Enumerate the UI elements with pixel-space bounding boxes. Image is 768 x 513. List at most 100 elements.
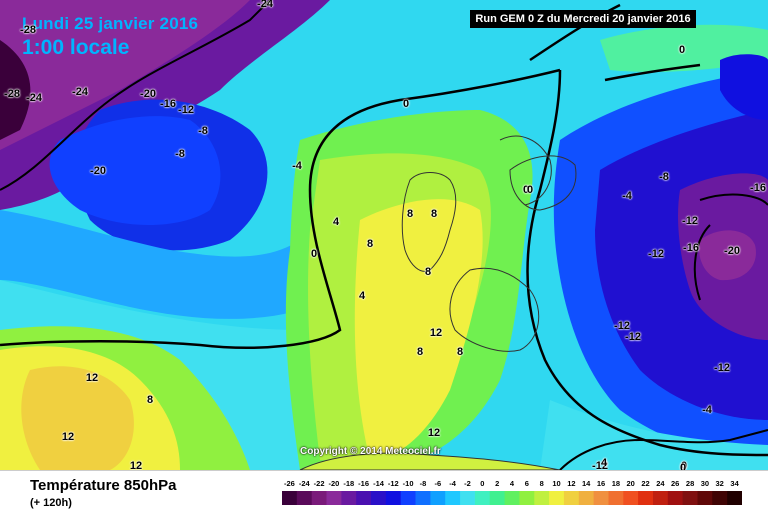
contour-label: 8 <box>147 394 153 406</box>
contour-label: 12 <box>428 427 440 439</box>
legend-color-swatch <box>549 491 564 505</box>
legend-tick-label: 34 <box>730 479 739 488</box>
contour-label: -28 <box>4 88 20 100</box>
legend-color-swatch <box>312 491 327 505</box>
contour-label: -16 <box>750 182 766 194</box>
legend-color-swatch <box>638 491 653 505</box>
legend-tick-label: 0 <box>480 479 484 488</box>
legend-color-swatch <box>594 491 609 505</box>
legend-tick-label: 18 <box>612 479 620 488</box>
footer-panel: Température 850hPa (+ 120h) -26-24-22-20… <box>0 470 768 513</box>
contour-label: -12 <box>178 104 194 116</box>
forecast-date: Lundi 25 janvier 2016 <box>22 14 198 34</box>
run-info-banner: Run GEM 0 Z du Mercredi 20 janvier 2016 <box>470 10 696 28</box>
legend-tick-label: 4 <box>510 479 515 488</box>
contour-label: -20 <box>90 165 106 177</box>
legend-tick-label: -20 <box>328 479 339 488</box>
legend-color-swatch <box>327 491 342 505</box>
contour-label: 8 <box>417 346 423 358</box>
contour-label: 4 <box>601 457 607 469</box>
contour-label: 8 <box>425 266 431 278</box>
legend-color-swatch <box>416 491 431 505</box>
legend-tick-label: -24 <box>299 479 311 488</box>
legend-tick-label: -14 <box>373 479 385 488</box>
legend-color-swatch <box>386 491 401 505</box>
legend-tick-label: -8 <box>420 479 427 488</box>
legend-color-swatch <box>623 491 638 505</box>
contour-label: 8 <box>457 346 463 358</box>
legend-tick-label: 30 <box>701 479 709 488</box>
legend-color-swatch <box>564 491 579 505</box>
legend-tick-label: -2 <box>464 479 471 488</box>
contour-label: -12 <box>714 362 730 374</box>
legend-color-swatch <box>297 491 312 505</box>
contour-label: 0 <box>403 98 409 110</box>
legend-color-swatch <box>371 491 386 505</box>
legend-tick-label: 26 <box>671 479 679 488</box>
contour-label: 8 <box>431 208 437 220</box>
contour-label: -12 <box>648 248 664 260</box>
legend-tick-label: -4 <box>449 479 456 488</box>
legend-color-swatch <box>356 491 371 505</box>
legend-color-swatch <box>712 491 727 505</box>
legend-tick-label: 14 <box>582 479 591 488</box>
legend-color-swatch <box>430 491 445 505</box>
contour-label: -24 <box>26 92 42 104</box>
legend-tick-label: 28 <box>686 479 694 488</box>
legend-color-swatch <box>505 491 520 505</box>
contour-label: 4 <box>359 290 365 302</box>
legend-color-swatch <box>579 491 594 505</box>
legend-tick-label: 22 <box>641 479 649 488</box>
legend-color-swatch <box>490 491 505 505</box>
contour-label: 12 <box>430 327 442 339</box>
contour-label: -8 <box>198 125 208 137</box>
contour-label: -12 <box>682 215 698 227</box>
contour-label: -24 <box>72 86 88 98</box>
contour-label: -16 <box>160 98 176 110</box>
legend-color-swatch <box>683 491 698 505</box>
contour-label: -8 <box>175 148 185 160</box>
contour-label: -8 <box>659 171 669 183</box>
legend-tick-label: -22 <box>314 479 325 488</box>
contour-label: 12 <box>62 431 74 443</box>
contour-label: -20 <box>724 245 740 257</box>
legend-tick-label: 20 <box>627 479 635 488</box>
legend-tick-label: 2 <box>495 479 499 488</box>
contour-label: -4 <box>622 190 632 202</box>
legend-color-swatch <box>698 491 713 505</box>
legend-color-swatch <box>519 491 534 505</box>
legend-tick-label: 8 <box>540 479 544 488</box>
legend-tick-label: -26 <box>284 479 295 488</box>
legend-tick-label: -18 <box>343 479 354 488</box>
legend-tick-label: -6 <box>434 479 441 488</box>
contour-label: -12 <box>625 331 641 343</box>
legend-color-swatch <box>460 491 475 505</box>
legend-tick-label: 24 <box>656 479 665 488</box>
map-title: Température 850hPa <box>30 477 176 494</box>
contour-label: -16 <box>683 242 699 254</box>
legend-color-swatch <box>282 491 297 505</box>
legend-color-swatch <box>727 491 742 505</box>
contour-label: 4 <box>333 216 339 228</box>
contour-label: -28 <box>20 24 36 36</box>
legend-color-swatch <box>653 491 668 505</box>
contour-label: -20 <box>140 88 156 100</box>
contour-label: -4 <box>292 160 302 172</box>
contour-label: 0 <box>679 44 685 56</box>
copyright-text: Copyright © 2014 Meteociel.fr <box>300 446 441 457</box>
legend-tick-label: -16 <box>358 479 369 488</box>
legend-tick-label: -10 <box>403 479 414 488</box>
legend-color-swatch <box>341 491 356 505</box>
legend-color-swatch <box>401 491 416 505</box>
legend-tick-label: 32 <box>716 479 724 488</box>
contour-label: 8 <box>407 208 413 220</box>
legend-tick-label: 10 <box>552 479 560 488</box>
contour-label: 12 <box>86 372 98 384</box>
legend-tick-label: 16 <box>597 479 605 488</box>
legend-color-swatch <box>668 491 683 505</box>
legend-color-swatch <box>609 491 624 505</box>
contour-label: -4 <box>702 404 712 416</box>
legend-color-swatch <box>445 491 460 505</box>
